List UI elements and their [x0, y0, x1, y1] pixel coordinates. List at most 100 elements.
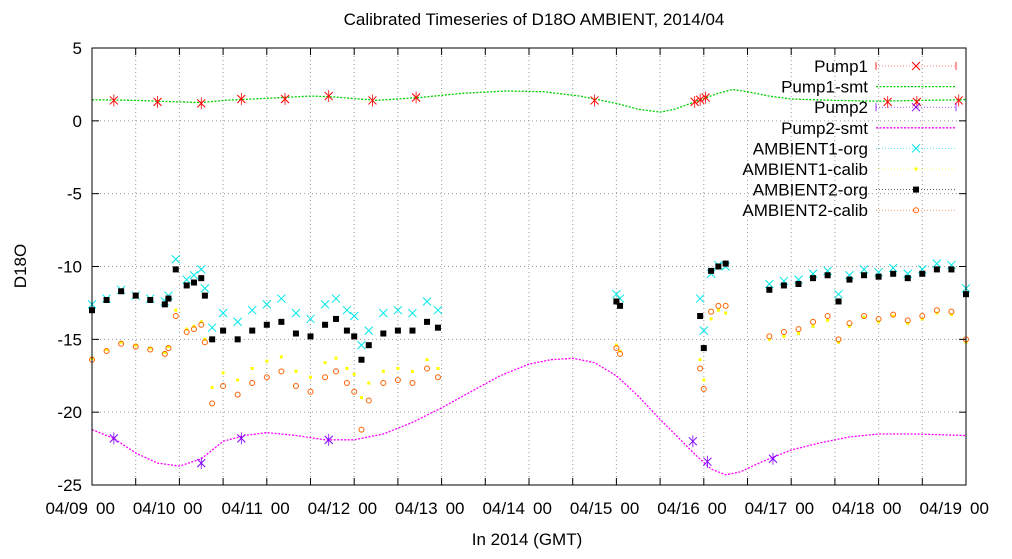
legend-item-ambient1-calib: AMBIENT1-calib	[742, 160, 956, 179]
ambient2-calib-point	[424, 365, 431, 372]
series-ambient1-calib	[90, 308, 968, 400]
pump1-point	[954, 96, 964, 105]
ambient2-calib-point	[358, 426, 365, 433]
pump2-point	[109, 434, 119, 443]
pump2-point	[768, 454, 778, 464]
ambient2-calib-point	[933, 307, 940, 314]
ambient2-calib-point	[278, 368, 285, 375]
ambient2-calib-point	[147, 346, 154, 353]
ambient1-calib-point	[782, 334, 786, 338]
ambient2-org-point	[322, 321, 329, 328]
ambient1-org-point	[182, 275, 192, 284]
x-tick-label: 00	[358, 499, 377, 518]
ambient1-calib-point	[119, 340, 123, 344]
series-ambient2-org	[89, 260, 969, 363]
ambient1-org-point	[277, 294, 286, 303]
ambient2-org-point	[904, 275, 911, 282]
ambient2-calib-point	[409, 380, 416, 387]
ambient2-org-point	[234, 336, 241, 343]
ambient2-org-point	[708, 267, 715, 274]
ambient2-calib-point	[263, 374, 270, 381]
ambient2-org-point	[103, 297, 110, 304]
ambient2-calib-point	[161, 350, 168, 357]
y-tick-label: 5	[73, 39, 82, 58]
ambient2-calib-point	[613, 345, 620, 352]
y-tick-label: -10	[57, 258, 82, 277]
ambient2-org-point	[824, 272, 831, 279]
ambient2-org-point	[365, 342, 372, 349]
ambient1-org-point	[331, 294, 341, 303]
pump1-point	[701, 93, 710, 102]
pump1-point	[883, 97, 893, 107]
ambient2-calib-point	[700, 385, 707, 392]
ambient1-org-point	[247, 305, 257, 315]
legend-label: Pump1-smt	[781, 78, 868, 97]
ambient1-calib-point	[279, 355, 283, 359]
ambient2-org-point	[351, 333, 358, 340]
ambient2-calib-point	[890, 311, 897, 318]
pump1-point	[695, 95, 705, 105]
ambient2-org-point	[198, 275, 205, 282]
legend-label: AMBIENT2-org	[753, 181, 868, 200]
legend-item-ambient1-org: AMBIENT1-org	[753, 139, 956, 158]
y-tick-label: -25	[57, 476, 82, 495]
ambient2-calib-point	[249, 380, 256, 387]
ambient2-org-point	[933, 266, 940, 273]
pump2-point	[703, 457, 712, 467]
ambient2-calib-point	[190, 326, 197, 333]
ambient2-org-point	[424, 318, 431, 325]
ambient1-org-point	[433, 305, 443, 315]
x-tick-label: 04/17	[745, 499, 788, 518]
ambient2-calib-point	[434, 374, 441, 381]
ambient2-calib-point	[132, 343, 139, 350]
ambient2-calib-point	[307, 388, 314, 395]
ambient1-calib-point	[174, 308, 178, 312]
series-pump1	[109, 90, 964, 110]
ambient1-calib-point	[352, 372, 356, 376]
ambient2-calib-point	[292, 382, 299, 389]
x-tick-label: 04/18	[832, 499, 875, 518]
ambient2-org-point	[201, 292, 208, 299]
series-pump2	[109, 432, 778, 470]
ambient1-calib-point	[359, 396, 363, 400]
legend-item-pump2-smt: Pump2-smt	[781, 119, 956, 138]
ambient2-calib-point	[332, 368, 339, 375]
ambient1-org-point	[408, 308, 417, 318]
ambient2-org-point	[948, 266, 955, 273]
chart-title: Calibrated Timeseries of D18O AMBIENT, 2…	[344, 10, 725, 29]
ambient2-calib-point	[904, 317, 911, 324]
ambient1-org-point	[291, 308, 301, 318]
legend-item-ambient2-org: AMBIENT2-org	[753, 181, 956, 200]
ambient2-calib-point	[380, 380, 387, 387]
ambient1-org-point	[262, 300, 272, 309]
ambient2-calib-point	[835, 336, 842, 343]
ambient1-calib-point	[236, 378, 240, 382]
grid	[92, 48, 966, 485]
ambient1-calib-point	[862, 315, 866, 319]
ambient1-calib-point	[698, 358, 702, 362]
x-tick-label: 00	[620, 499, 639, 518]
pump2-point	[236, 434, 246, 443]
ambient1-org-point	[196, 265, 206, 274]
y-tick-label: 0	[73, 112, 82, 131]
plot-area	[87, 88, 971, 476]
x-tick-label: 00	[96, 499, 115, 518]
ambient2-calib-point	[234, 391, 241, 398]
ambient1-org-point	[699, 326, 709, 335]
ambient1-calib-point	[334, 356, 338, 360]
ambient1-org-point	[342, 305, 352, 315]
ambient2-calib-point	[165, 345, 172, 352]
ambient1-calib-point	[796, 332, 800, 336]
ambient2-org-point	[861, 272, 868, 279]
ambient2-org-point	[810, 275, 817, 282]
legend-label: Pump2	[814, 98, 868, 117]
ambient2-org-point	[165, 295, 172, 302]
ambient2-org-point	[278, 318, 285, 325]
ambient1-org-point	[349, 311, 359, 321]
series-pump1-smt	[91, 88, 967, 113]
ambient2-org-point	[358, 356, 365, 363]
ambient2-org-point	[846, 276, 853, 283]
x-tick-label: 04/10	[133, 499, 176, 518]
ambient1-org-point	[357, 340, 366, 350]
